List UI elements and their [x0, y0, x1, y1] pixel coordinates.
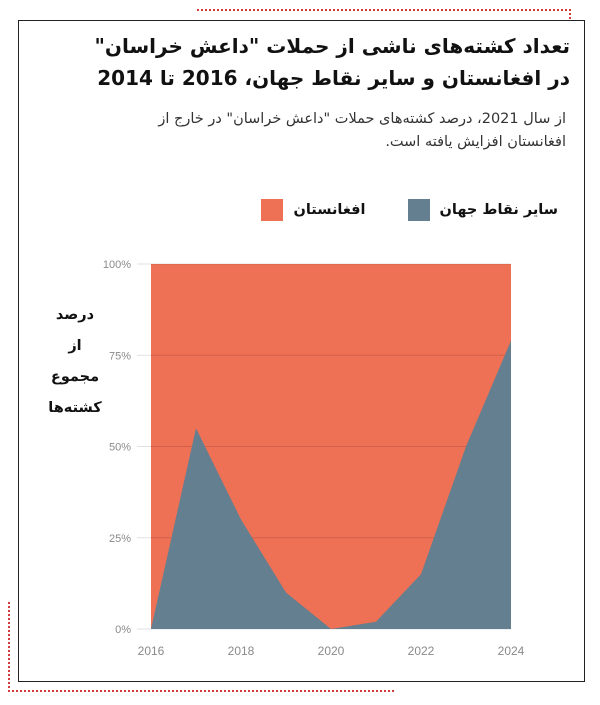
- y-axis-label-line: از: [68, 338, 82, 354]
- y-tick-label: 100%: [103, 259, 131, 271]
- x-tick-label: 2016: [138, 644, 165, 658]
- y-axis-label-line: کشته‌ها: [48, 400, 102, 416]
- legend-item-afghanistan: افغانستان: [261, 199, 366, 221]
- legend-item-world: سایر نقاط جهان: [407, 199, 559, 221]
- legend-swatch-world: [407, 199, 430, 221]
- x-tick-label: 2020: [318, 644, 345, 658]
- y-axis-label-line: درصد: [55, 307, 95, 323]
- decorative-dotted-frame-top: [197, 9, 571, 27]
- x-tick-label: 2024: [498, 644, 525, 658]
- x-tick-label: 2018: [228, 644, 255, 658]
- y-tick-label: 75%: [109, 350, 131, 362]
- legend-label-world: سایر نقاط جهان: [439, 202, 559, 218]
- x-tick-label: 2022: [408, 644, 435, 658]
- y-axis-label-line: مجموع: [50, 369, 100, 385]
- area-rest-of-world: [151, 340, 511, 629]
- legend-swatch-afghanistan: [261, 199, 284, 221]
- y-axis-label: درصد از مجموع کشته‌ها: [40, 300, 110, 424]
- chart-title: تعداد کشته‌های ناشی از حملات "داعش خراسا…: [94, 34, 570, 90]
- y-tick-label: 0%: [115, 624, 131, 636]
- legend-label-afghanistan: افغانستان: [293, 202, 366, 218]
- chart-subtitle: از سال 2021، درصد کشته‌های حملات "داعش خ…: [158, 111, 566, 150]
- legend: سایر نقاط جهان افغانستان: [261, 190, 558, 230]
- y-tick-label: 50%: [109, 442, 131, 454]
- y-tick-label: 25%: [109, 533, 131, 545]
- decorative-dotted-frame-bottom: [8, 602, 394, 692]
